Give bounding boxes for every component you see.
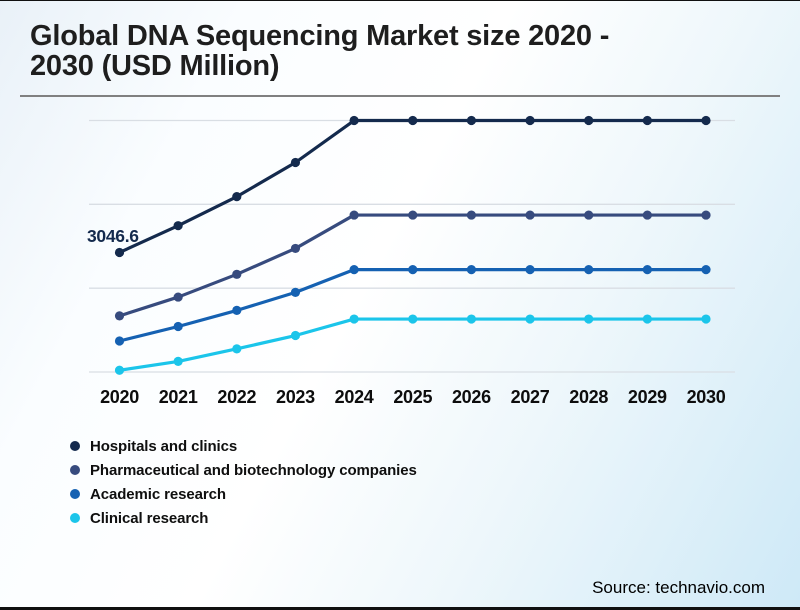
title-divider bbox=[20, 95, 780, 97]
series-line bbox=[119, 317, 706, 372]
legend-label: Academic research bbox=[90, 485, 226, 503]
data-point bbox=[525, 314, 535, 324]
legend-label: Pharmaceutical and biotechnology compani… bbox=[90, 461, 417, 479]
legend-marker-icon bbox=[70, 441, 80, 451]
series-line bbox=[118, 118, 706, 254]
data-point bbox=[701, 314, 711, 324]
data-point bbox=[701, 265, 711, 275]
data-point bbox=[114, 311, 125, 321]
data-point bbox=[349, 115, 359, 126]
data-point bbox=[114, 365, 125, 375]
data-point bbox=[525, 265, 535, 275]
legend-item: Clinical research bbox=[70, 506, 417, 530]
data-point bbox=[466, 115, 476, 126]
x-axis-label: 2026 bbox=[451, 387, 491, 407]
data-point bbox=[642, 265, 652, 275]
legend-marker-icon bbox=[70, 465, 80, 475]
x-axis-label: 2030 bbox=[686, 387, 726, 407]
data-point bbox=[232, 192, 242, 202]
legend-item: Pharmaceutical and biotechnology compani… bbox=[70, 458, 417, 482]
legend-label: Clinical research bbox=[90, 509, 209, 527]
data-point bbox=[466, 265, 476, 275]
data-point bbox=[642, 210, 652, 220]
data-point bbox=[525, 210, 535, 220]
data-point bbox=[173, 356, 183, 367]
data-point bbox=[408, 314, 418, 324]
data-point bbox=[525, 115, 535, 126]
data-point bbox=[466, 210, 476, 220]
data-point bbox=[701, 210, 711, 220]
data-point bbox=[408, 115, 418, 126]
data-point bbox=[232, 305, 242, 316]
data-point bbox=[290, 287, 301, 297]
data-point bbox=[408, 265, 418, 275]
data-point bbox=[290, 243, 301, 254]
legend-marker-icon bbox=[70, 513, 80, 523]
legend-item: Academic research bbox=[70, 482, 417, 506]
x-axis-label: 2023 bbox=[276, 387, 315, 407]
legend-marker-icon bbox=[70, 489, 80, 499]
legend-item: Hospitals and clinics bbox=[70, 434, 417, 458]
data-point bbox=[173, 292, 183, 302]
chart-title: Global DNA Sequencing Market size 2020 -… bbox=[30, 20, 610, 82]
data-point bbox=[701, 115, 711, 126]
data-point bbox=[232, 344, 242, 354]
data-point bbox=[349, 265, 359, 275]
data-point bbox=[290, 330, 301, 341]
data-point bbox=[408, 210, 418, 220]
data-point bbox=[466, 314, 476, 324]
data-point bbox=[114, 336, 125, 346]
data-point bbox=[584, 265, 594, 275]
data-point bbox=[642, 115, 652, 126]
source-attribution: Source: technavio.com bbox=[592, 578, 765, 597]
data-point bbox=[584, 115, 594, 126]
data-point bbox=[584, 210, 594, 220]
data-point bbox=[232, 269, 242, 279]
data-point bbox=[173, 321, 183, 332]
x-axis-label: 2028 bbox=[569, 387, 609, 407]
data-point bbox=[584, 314, 594, 324]
data-point bbox=[349, 314, 359, 324]
x-axis-label: 2022 bbox=[217, 387, 257, 407]
x-axis-label: 2020 bbox=[100, 387, 139, 407]
legend-label: Hospitals and clinics bbox=[90, 437, 238, 455]
data-point bbox=[114, 247, 125, 258]
series-line bbox=[119, 213, 706, 318]
data-point bbox=[173, 221, 183, 231]
x-axis-label: 2029 bbox=[627, 387, 667, 407]
x-axis-label: 2025 bbox=[393, 387, 433, 407]
data-point bbox=[642, 314, 652, 324]
data-point-value-label: 3046.6 bbox=[87, 226, 139, 246]
data-point bbox=[290, 157, 301, 168]
x-axis-label: 2021 bbox=[158, 387, 198, 407]
series-line bbox=[119, 268, 706, 343]
x-axis-label: 2024 bbox=[334, 387, 374, 407]
data-point bbox=[349, 210, 359, 220]
legend: Hospitals and clinics Pharmaceutical and … bbox=[70, 434, 417, 530]
x-axis-label: 2027 bbox=[510, 387, 550, 407]
